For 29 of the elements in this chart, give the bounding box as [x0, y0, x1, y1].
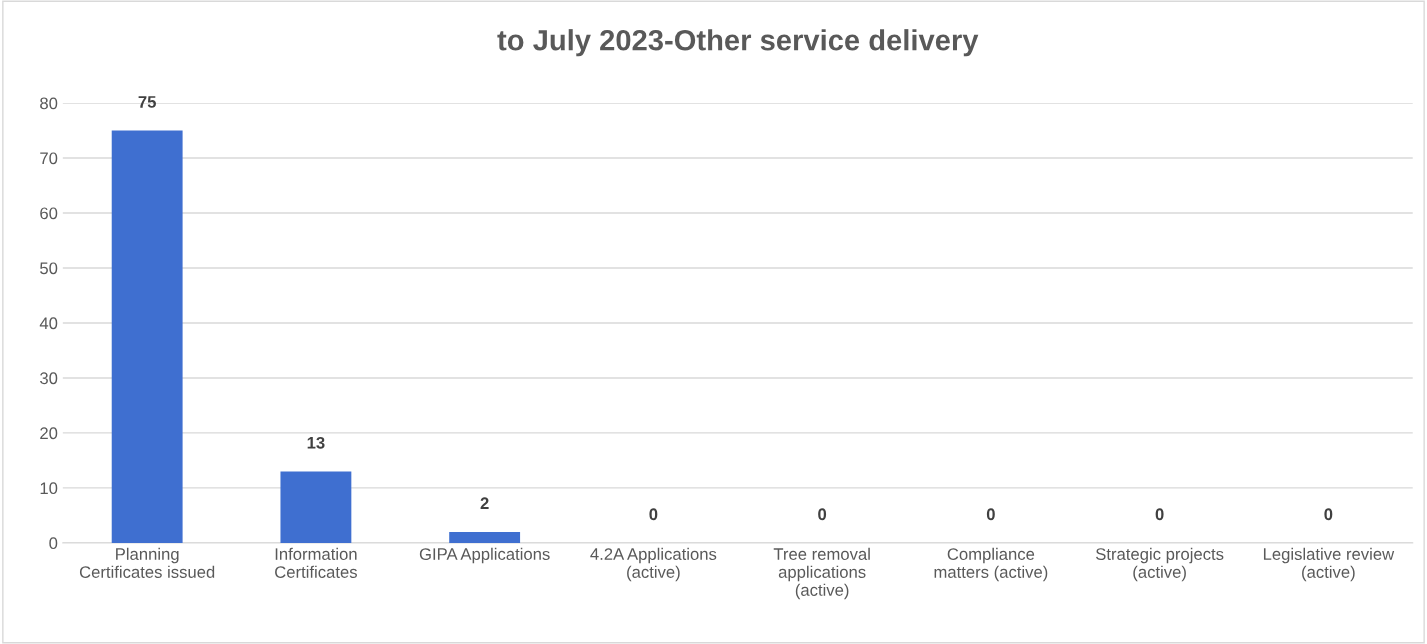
- y-tick-label: 0: [49, 537, 58, 550]
- bar: [111, 130, 183, 543]
- x-tick-label: GIPA Applications: [419, 547, 550, 564]
- data-label: 0: [818, 508, 827, 521]
- data-label: 13: [307, 436, 325, 449]
- y-tick-label: 30: [40, 372, 58, 385]
- bar: [449, 531, 521, 543]
- x-tick-label: Legislative review (active): [1263, 547, 1395, 582]
- x-tick-label: Tree removal applications (active): [773, 547, 870, 600]
- bar: [280, 471, 352, 543]
- y-tick-label: 80: [40, 97, 58, 110]
- y-tick-label: 50: [40, 262, 58, 275]
- data-label: 0: [1324, 508, 1333, 521]
- x-tick-label: Strategic projects (active): [1096, 547, 1224, 582]
- data-label: 2: [480, 497, 489, 509]
- x-tick-label: Planning Certificates issued: [79, 547, 215, 578]
- data-label: 0: [986, 508, 995, 521]
- y-tick-label: 70: [40, 152, 58, 165]
- data-label: 0: [649, 508, 658, 521]
- y-tick-label: 60: [40, 207, 58, 220]
- y-tick-label: 40: [39, 317, 58, 330]
- x-tick-label: Information Certificates: [275, 547, 357, 578]
- chart-title: to July 2023-Other service delivery: [497, 29, 979, 57]
- x-tick-label: 4.2A Applications (active): [590, 547, 717, 582]
- data-label: 0: [1155, 508, 1164, 521]
- data-label: 75: [138, 96, 156, 108]
- x-tick-label: Compliance matters (active): [934, 547, 1048, 582]
- y-tick-label: 10: [40, 482, 58, 495]
- y-tick-label: 20: [40, 427, 58, 440]
